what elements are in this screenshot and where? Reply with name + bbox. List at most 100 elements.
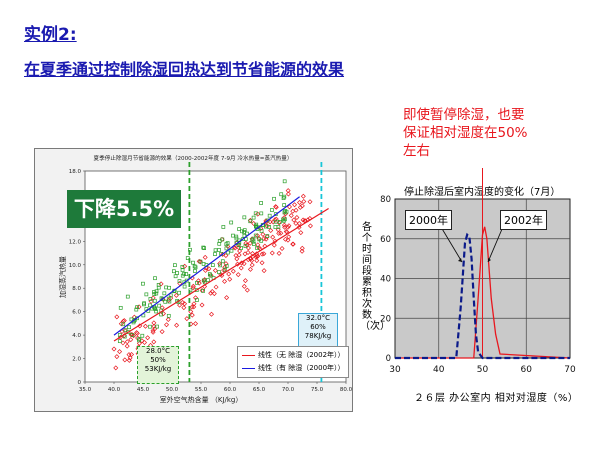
- slide-heading: 实例2:: [24, 25, 77, 45]
- scatter-point-2002: [307, 223, 313, 229]
- scatter-point-2002: [177, 302, 183, 308]
- scatter-point-2002: [299, 203, 305, 209]
- scatter-point-2002: [261, 268, 267, 274]
- scatter-point-2000: [218, 263, 222, 268]
- scatter-point-2000: [226, 250, 230, 255]
- scatter-point-2002: [224, 295, 230, 301]
- scatter-point-2002: [226, 271, 232, 277]
- scatter-points: [111, 179, 313, 371]
- scatter-point-2002: [298, 230, 304, 236]
- scatter-point-2000: [220, 259, 225, 264]
- scatter-point-2002: [193, 321, 199, 327]
- scatter-point-2000: [122, 334, 127, 339]
- scatter-point-2000: [202, 246, 206, 251]
- scatter-point-2002: [244, 287, 250, 293]
- scatter-point-2000: [168, 293, 173, 298]
- scatter-point-2002: [173, 292, 179, 298]
- scatter-point-2002: [294, 215, 300, 220]
- box-b-line-3: 78KJ/kg: [304, 332, 332, 340]
- scatter-point-2000: [155, 324, 159, 329]
- scatter-point-2000: [213, 252, 217, 256]
- legend-label-blue: 线性（有 除湿（2000年））: [258, 364, 345, 372]
- left-chart-title: 夏季停止除湿月节省能源的效果（2000-2002年度 7-9月 冷水热量=蒸汽热…: [94, 154, 293, 162]
- x-tick-label: 45.0: [137, 387, 150, 393]
- scatter-point-2002: [241, 261, 247, 267]
- scatter-point-2002: [134, 330, 140, 336]
- scatter-point-2002: [190, 285, 196, 291]
- condition-box-a: 28.0°C 50% 53KJ/kg: [137, 346, 179, 384]
- scatter-point-2002: [276, 250, 282, 256]
- scatter-point-2000: [282, 203, 287, 207]
- right-chart-xlabel: ２６层 办公室内 相对对湿度（%）: [414, 393, 579, 404]
- note-line-2: 保证相对湿度在50%: [403, 125, 528, 141]
- scatter-point-2000: [154, 289, 159, 294]
- scatter-point-2002: [136, 340, 142, 346]
- scatter-point-2002: [113, 365, 119, 371]
- scatter-point-2002: [206, 266, 212, 272]
- scatter-point-2002: [202, 254, 208, 260]
- scatter-point-2002: [180, 300, 186, 305]
- scatter-point-2002: [247, 240, 253, 246]
- scatter-point-2002: [211, 291, 217, 297]
- scatter-point-2000: [117, 339, 122, 343]
- scatter-point-2002: [259, 260, 265, 266]
- scatter-point-2002: [285, 188, 291, 194]
- box-a-line-2: 50%: [150, 356, 166, 364]
- note-line-3: 左右: [403, 143, 430, 159]
- scatter-point-2002: [255, 211, 261, 217]
- scatter-point-2002: [273, 216, 279, 222]
- scatter-point-2000: [201, 278, 206, 283]
- x-tick-label: 60.0: [224, 387, 237, 393]
- scatter-point-2000: [250, 238, 255, 243]
- scatter-point-2002: [159, 329, 165, 335]
- scatter-point-2000: [156, 285, 161, 290]
- scatter-point-2000: [173, 274, 178, 279]
- scatter-point-2000: [167, 299, 172, 304]
- scatter-point-2002: [291, 217, 297, 223]
- scatter-point-2002: [191, 304, 197, 310]
- scatter-point-2002: [208, 290, 214, 296]
- scatter-point-2002: [254, 253, 260, 259]
- scatter-point-2000: [195, 281, 199, 285]
- scatter-point-2000: [213, 248, 218, 253]
- right-chart-title: 停止除湿后室内湿度的变化（7月）: [404, 187, 561, 198]
- x-tick-label: 35.0: [79, 387, 92, 393]
- scatter-point-2000: [265, 234, 270, 238]
- scatter-point-2002: [235, 272, 241, 278]
- scatter-point-2000: [182, 284, 187, 289]
- scatter-point-2000: [253, 233, 258, 238]
- scatter-point-2002: [114, 314, 120, 320]
- scatter-point-2002: [190, 283, 196, 289]
- scatter-point-2000: [237, 227, 242, 231]
- scatter-point-2002: [122, 357, 128, 363]
- scatter-point-2000: [118, 305, 123, 310]
- scatter-point-2000: [259, 229, 264, 233]
- scatter-point-2002: [249, 262, 255, 268]
- scatter-point-2000: [253, 211, 258, 216]
- scatter-point-2000: [267, 213, 272, 218]
- scatter-point-2002: [286, 234, 292, 240]
- scatter-point-2002: [282, 224, 288, 230]
- scatter-point-2002: [261, 236, 267, 242]
- scatter-point-2002: [189, 304, 195, 310]
- scatter-point-2000: [164, 285, 168, 290]
- scatter-point-2002: [269, 250, 275, 256]
- scatter-point-2000: [281, 217, 285, 222]
- right-y-tick-label: 60: [380, 235, 391, 245]
- y-tick-label: 0: [78, 380, 82, 386]
- series-line-2002: [395, 226, 571, 359]
- scatter-point-2000: [184, 278, 189, 283]
- scatter-point-2000: [148, 324, 152, 329]
- scatter-point-2000: [152, 292, 157, 296]
- scatter-point-2002: [307, 199, 313, 205]
- scatter-point-2002: [234, 256, 240, 262]
- scatter-point-2002: [281, 222, 287, 228]
- right-chart-ylabel: 各个时间段累积次数（次）: [360, 222, 390, 332]
- scatter-point-2000: [254, 222, 259, 227]
- scatter-point-2002: [151, 320, 157, 326]
- scatter-point-2000: [245, 231, 249, 236]
- scatter-point-2000: [152, 290, 156, 294]
- scatter-point-2002: [199, 302, 205, 308]
- scatter-point-2002: [242, 278, 248, 284]
- scatter-point-2000: [184, 272, 189, 276]
